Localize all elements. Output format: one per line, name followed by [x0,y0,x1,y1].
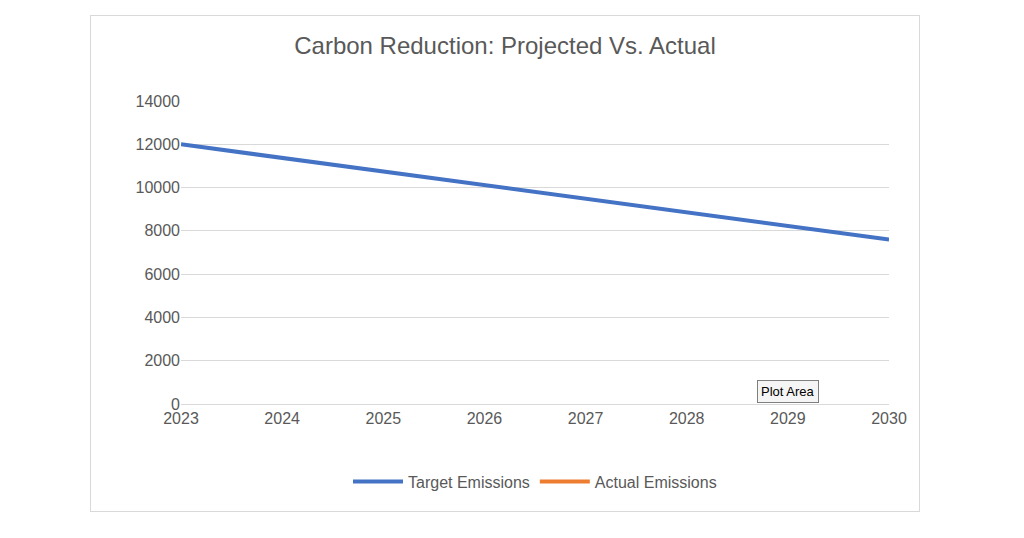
svg-text:0: 0 [171,396,180,413]
svg-text:Plot Area: Plot Area [761,384,815,399]
svg-text:Carbon Reduction: Projected Vs: Carbon Reduction: Projected Vs. Actual [294,32,716,59]
svg-text:2000: 2000 [144,352,180,369]
svg-text:14000: 14000 [136,93,181,110]
svg-text:4000: 4000 [144,309,180,326]
svg-text:8000: 8000 [144,222,180,239]
svg-text:Target Emissions: Target Emissions [408,474,530,491]
svg-text:2026: 2026 [467,410,503,427]
svg-text:Actual Emissions: Actual Emissions [595,474,717,491]
svg-text:6000: 6000 [144,266,180,283]
svg-text:12000: 12000 [136,136,181,153]
svg-text:2030: 2030 [871,410,907,427]
svg-text:2025: 2025 [365,410,401,427]
svg-text:2027: 2027 [568,410,604,427]
svg-text:2023: 2023 [163,410,199,427]
svg-text:2028: 2028 [669,410,705,427]
svg-text:2029: 2029 [770,410,806,427]
svg-text:2024: 2024 [264,410,300,427]
svg-text:10000: 10000 [136,179,181,196]
